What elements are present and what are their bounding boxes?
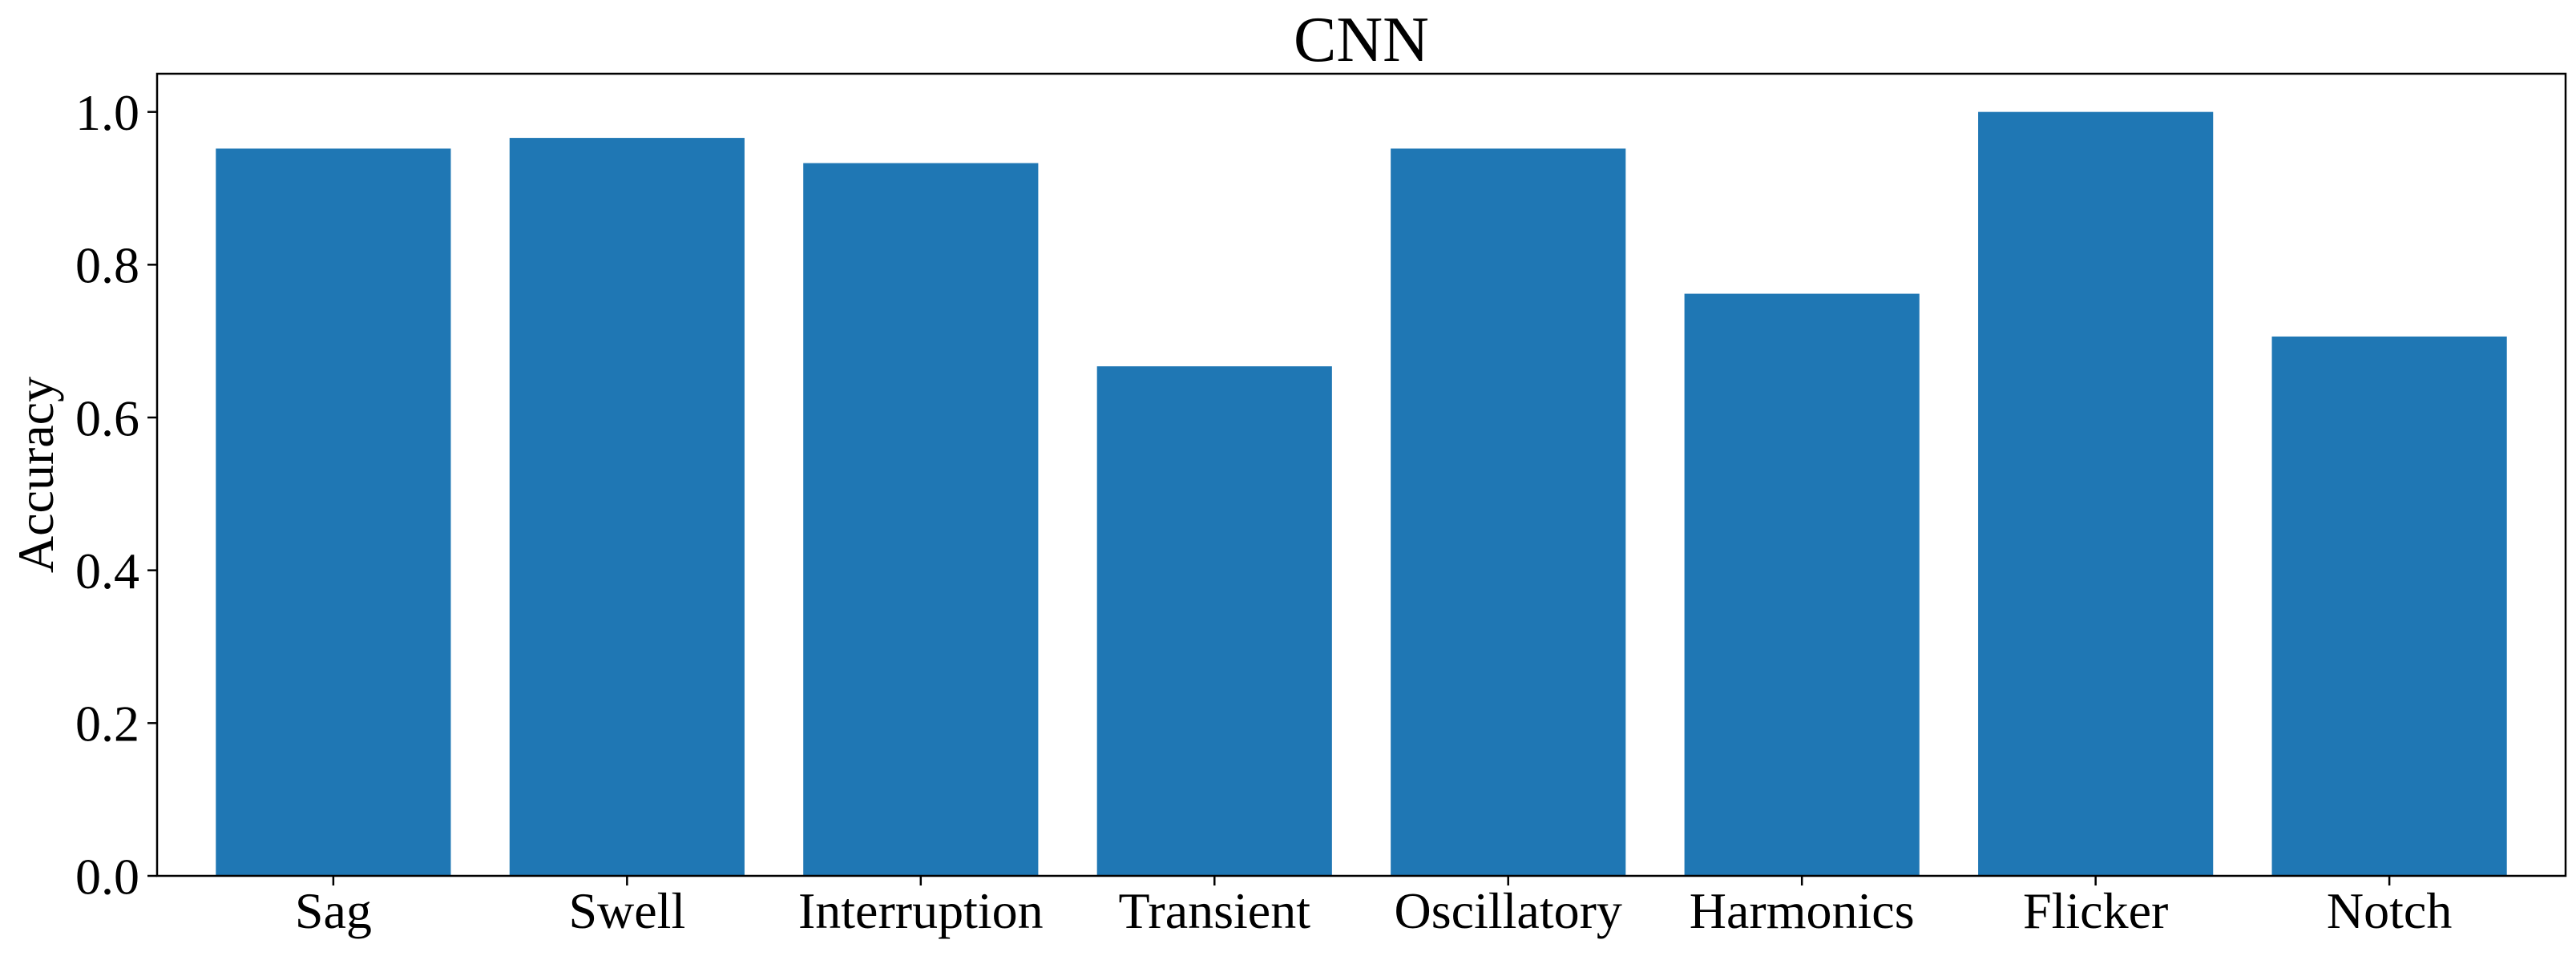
bar-flicker <box>1978 111 2214 876</box>
plot-frame <box>155 72 2567 877</box>
y-tick-label: 0.8 <box>75 237 139 294</box>
x-tick-label: Oscillatory <box>1395 882 1622 939</box>
bar-notch <box>2271 336 2507 876</box>
y-axis-label: Accuracy <box>7 377 64 573</box>
y-tick-label: 0.4 <box>75 543 139 599</box>
x-tick-label: Interruption <box>798 882 1044 939</box>
bars-group <box>216 111 2507 877</box>
x-tick-label: Sag <box>295 882 372 939</box>
x-tick-label: Swell <box>568 882 685 939</box>
bar-oscillatory <box>1391 148 1626 877</box>
bar-harmonics <box>1684 293 1920 876</box>
y-tick-label: 0.0 <box>75 848 139 905</box>
x-tick-label: Transient <box>1119 882 1311 939</box>
bar-sag <box>216 148 451 877</box>
chart-title: CNN <box>1294 5 1429 75</box>
bar-transient <box>1096 366 1332 876</box>
y-tick-label: 1.0 <box>75 84 139 141</box>
x-axis-ticks: Sag Swell Interruption Transient Oscillatory… <box>295 876 2452 939</box>
bar-interruption <box>803 163 1039 877</box>
y-tick-label: 0.2 <box>75 696 139 752</box>
x-tick-label: Notch <box>2327 882 2452 939</box>
y-tick-label: 0.6 <box>75 389 139 446</box>
y-axis-ticks: 0.0 0.2 0.4 0.6 0.8 1.0 <box>75 84 157 905</box>
x-tick-label: Harmonics <box>1690 882 1915 939</box>
x-tick-label: Flicker <box>2023 882 2168 939</box>
bar-swell <box>509 138 745 876</box>
